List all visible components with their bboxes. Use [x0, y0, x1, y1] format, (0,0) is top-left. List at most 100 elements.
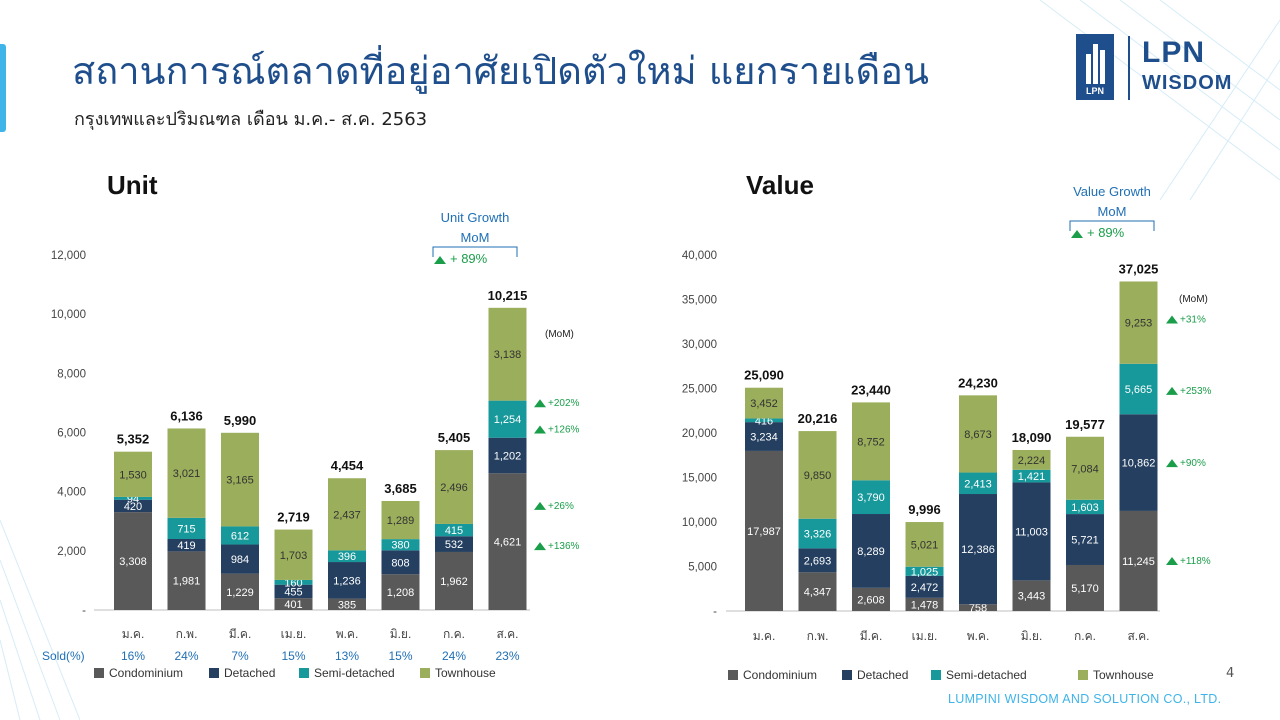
- unit-bar-segment-semi-detached: [221, 526, 259, 545]
- unit-bar-segment-semi-detached: [274, 579, 313, 585]
- unit-bar-segment-detached: [274, 584, 313, 599]
- unit-bar-segment-detached: [114, 499, 152, 513]
- value-bar-segment-townhouse: [1119, 281, 1158, 364]
- unit-total-label: 4,454: [331, 458, 364, 473]
- unit-growth-label-line1: Unit Growth: [441, 210, 510, 225]
- value-ytick-label: 15,000: [682, 473, 717, 485]
- unit-bar-segment-semi-detached: [435, 523, 473, 537]
- unit-segment-label: 1,530: [119, 469, 147, 481]
- decorative-lines-bottom-left: [0, 519, 80, 720]
- unit-segment-label: 1,208: [387, 587, 415, 599]
- unit-ytick-label: 2,000: [57, 546, 86, 558]
- value-ytick-label: 5,000: [688, 562, 717, 574]
- unit-category-label: มี.ค.: [229, 627, 252, 641]
- unit-bar-segment-condominium: [274, 598, 313, 610]
- value-legend-swatch: [728, 670, 738, 680]
- value-segment-label: 12,386: [961, 544, 995, 556]
- unit-bar-segment-semi-detached: [167, 517, 206, 539]
- page-number: 4: [1226, 666, 1235, 681]
- value-bar-segment-detached: [905, 575, 944, 598]
- unit-segment-label: 1,289: [387, 515, 415, 527]
- value-segment-label: 5,721: [1071, 535, 1099, 547]
- unit-bar-segment-condominium: [435, 551, 473, 610]
- unit-legend-label: Semi-detached: [314, 666, 395, 680]
- value-bar-segment-townhouse: [1012, 449, 1051, 470]
- unit-category-label: เม.ย.: [281, 627, 307, 641]
- unit-sold-value: 15%: [281, 649, 305, 663]
- value-segment-label: 2,224: [1018, 455, 1046, 467]
- unit-bar-segment-townhouse: [114, 451, 152, 497]
- unit-legend-label: Condominium: [109, 666, 183, 680]
- unit-segment-label: 455: [284, 586, 302, 598]
- unit-bar-segment-townhouse: [381, 500, 420, 540]
- unit-segment-label: 385: [338, 599, 356, 611]
- value-mom-up-icon: [1166, 556, 1178, 565]
- unit-total-label: 5,990: [224, 413, 257, 428]
- unit-sold-value: 24%: [442, 649, 466, 663]
- unit-category-label: ก.ค.: [443, 627, 465, 641]
- unit-segment-label: 532: [445, 539, 463, 551]
- unit-sold-value: 16%: [121, 649, 145, 663]
- unit-sold-value: 23%: [495, 649, 519, 663]
- value-mom-up-icon: [1166, 315, 1178, 324]
- value-legend-swatch: [931, 670, 941, 680]
- unit-segment-label: 1,981: [173, 576, 201, 588]
- unit-ytick-label: 6,000: [57, 428, 86, 440]
- value-ytick-label: 10,000: [682, 517, 717, 529]
- unit-segment-label: 3,021: [173, 468, 201, 480]
- value-bar-segment-condominium: [1012, 580, 1051, 611]
- value-ytick-label: 40,000: [682, 250, 717, 262]
- value-bar-segment-detached: [959, 494, 997, 605]
- unit-legend-label: Detached: [224, 666, 275, 680]
- unit-mom-value: +202%: [548, 398, 580, 409]
- value-bar-segment-semi-detached: [852, 480, 890, 515]
- value-segment-label: 3,790: [857, 492, 885, 504]
- value-segment-label: 3,234: [750, 432, 778, 444]
- value-ytick-label: 35,000: [682, 295, 717, 307]
- unit-legend-swatch: [299, 668, 309, 678]
- logo-text-lpn: LPN: [1142, 36, 1205, 69]
- unit-total-label: 10,215: [488, 288, 528, 303]
- value-segment-label: 3,452: [750, 398, 778, 410]
- value-segment-label: 2,413: [964, 478, 992, 490]
- unit-sold-label: Sold(%): [42, 649, 85, 663]
- value-ytick-label: -: [713, 606, 717, 618]
- unit-mom-up-icon: [534, 542, 546, 551]
- value-total-label: 37,025: [1119, 261, 1159, 276]
- value-legend-label: Condominium: [743, 668, 817, 682]
- unit-sold-value: 7%: [231, 649, 249, 663]
- value-mom-up-icon: [1166, 386, 1178, 395]
- unit-segment-label: 1,254: [494, 414, 522, 426]
- value-bar-segment-condominium: [959, 604, 997, 611]
- unit-mom-label: (MoM): [545, 329, 574, 340]
- logo-text-wisdom: WISDOM: [1142, 72, 1233, 94]
- value-ytick-label: 20,000: [682, 428, 717, 440]
- unit-bar-segment-semi-detached: [328, 550, 366, 563]
- value-legend-label: Townhouse: [1093, 668, 1154, 682]
- value-segment-label: 9,850: [804, 470, 832, 482]
- logo-separator: [1128, 36, 1130, 100]
- unit-bar-segment-townhouse: [221, 432, 259, 527]
- unit-legend-swatch: [209, 668, 219, 678]
- unit-bar-segment-semi-detached: [381, 539, 420, 551]
- value-segment-label: 8,752: [857, 436, 885, 448]
- unit-segment-label: 160: [284, 577, 302, 589]
- value-growth-value: + 89%: [1087, 225, 1125, 240]
- unit-bar-segment-condominium: [114, 512, 152, 610]
- unit-segment-label: 401: [284, 599, 302, 611]
- unit-legend-swatch: [420, 668, 430, 678]
- decorative-lines-top-right: [1039, 0, 1280, 200]
- lpn-wisdom-logo: LPN LPN WISDOM: [1076, 34, 1256, 102]
- value-segment-label: 2,472: [911, 582, 939, 594]
- value-segment-label: 5,170: [1071, 583, 1099, 595]
- unit-total-label: 6,136: [170, 408, 203, 423]
- unit-bar-segment-detached: [381, 550, 420, 575]
- value-segment-label: 758: [969, 603, 987, 615]
- value-total-label: 25,090: [744, 368, 784, 383]
- unit-segment-label: 1,962: [440, 576, 468, 588]
- value-segment-label: 4,347: [804, 587, 832, 599]
- unit-ytick-label: -: [82, 605, 86, 617]
- value-total-label: 23,440: [851, 382, 891, 397]
- unit-mom-value: +126%: [548, 425, 580, 436]
- value-bar-segment-townhouse: [959, 395, 997, 473]
